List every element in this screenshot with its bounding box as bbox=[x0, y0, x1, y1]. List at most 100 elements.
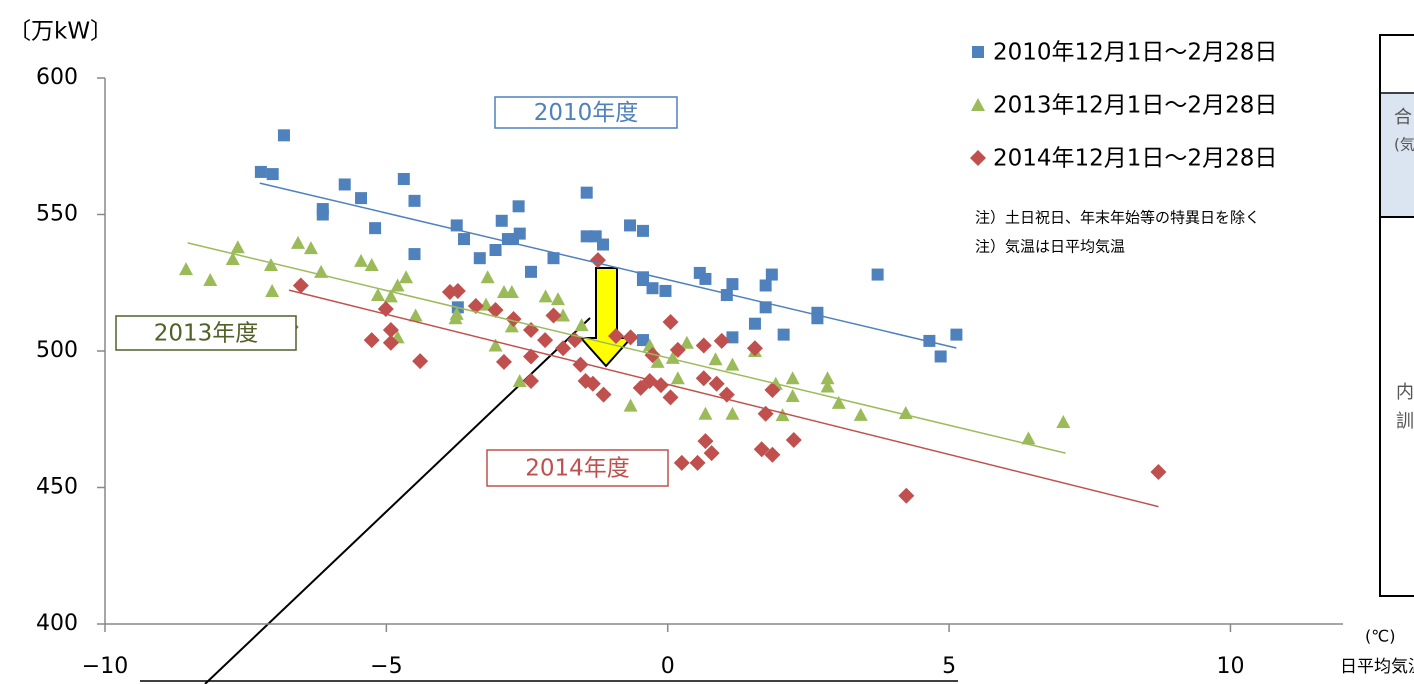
annotation-box bbox=[115, 315, 297, 351]
point bbox=[467, 297, 484, 314]
x-unit-label: (℃) bbox=[1365, 627, 1395, 646]
side-table-text: 内 bbox=[1396, 382, 1414, 403]
legend-label: 2014年12月1日～2月28日 bbox=[993, 146, 1277, 172]
point bbox=[574, 318, 589, 332]
side-table-text: 訓 bbox=[1396, 411, 1414, 432]
point bbox=[556, 308, 571, 322]
point bbox=[408, 248, 421, 261]
y-tick-label: 450 bbox=[36, 475, 78, 500]
point bbox=[489, 243, 502, 256]
point bbox=[595, 386, 612, 403]
side-table-text: 合 bbox=[1394, 107, 1412, 128]
point bbox=[831, 395, 846, 409]
point bbox=[338, 178, 351, 191]
point bbox=[512, 200, 525, 213]
point bbox=[399, 270, 414, 284]
annotation-box bbox=[486, 449, 669, 487]
point bbox=[597, 238, 610, 251]
point bbox=[522, 348, 539, 365]
point bbox=[636, 274, 649, 287]
point bbox=[785, 371, 800, 385]
point bbox=[458, 233, 471, 246]
point bbox=[487, 302, 504, 319]
pointer-line bbox=[204, 317, 591, 684]
point bbox=[408, 308, 423, 322]
point bbox=[363, 332, 380, 349]
point bbox=[748, 317, 761, 330]
point bbox=[670, 371, 685, 385]
point bbox=[408, 194, 421, 207]
point bbox=[370, 288, 385, 302]
point bbox=[512, 374, 527, 388]
point bbox=[785, 389, 800, 403]
point bbox=[708, 352, 723, 366]
point bbox=[708, 375, 725, 392]
point bbox=[265, 283, 280, 297]
point bbox=[449, 306, 464, 320]
point bbox=[495, 353, 512, 370]
point bbox=[699, 272, 712, 285]
point bbox=[545, 307, 562, 324]
point bbox=[636, 224, 649, 237]
point bbox=[354, 253, 369, 267]
point bbox=[713, 332, 730, 349]
point bbox=[504, 319, 519, 333]
trend-line bbox=[259, 182, 957, 349]
point bbox=[1150, 463, 1167, 480]
point bbox=[753, 441, 770, 458]
annotation: 2013年度 bbox=[154, 321, 259, 347]
point bbox=[759, 279, 772, 292]
point bbox=[785, 431, 802, 448]
point bbox=[383, 289, 398, 303]
point bbox=[478, 297, 493, 311]
point bbox=[934, 350, 947, 363]
point bbox=[547, 252, 560, 265]
point bbox=[572, 356, 589, 373]
point bbox=[622, 329, 639, 346]
point bbox=[277, 129, 290, 142]
point bbox=[412, 353, 429, 370]
point bbox=[480, 270, 495, 284]
point bbox=[355, 192, 368, 205]
point bbox=[382, 334, 399, 351]
x-tick-label: 10 bbox=[1216, 654, 1244, 679]
point bbox=[898, 487, 915, 504]
point bbox=[950, 328, 963, 341]
point bbox=[679, 335, 694, 349]
trend-line bbox=[288, 289, 1159, 508]
point bbox=[504, 285, 519, 299]
point bbox=[225, 251, 240, 265]
point bbox=[449, 282, 466, 299]
point bbox=[820, 379, 835, 393]
point bbox=[765, 268, 778, 281]
side-table-cell bbox=[1381, 94, 1414, 216]
point bbox=[1021, 431, 1036, 445]
shift-arrow bbox=[578, 267, 634, 368]
x-tick-label: 0 bbox=[661, 654, 675, 679]
point bbox=[726, 331, 739, 344]
point bbox=[775, 408, 790, 422]
point bbox=[777, 328, 790, 341]
point bbox=[291, 235, 306, 249]
point bbox=[555, 340, 572, 357]
point bbox=[725, 357, 740, 371]
x-tick-label: 5 bbox=[942, 654, 956, 679]
point bbox=[662, 314, 679, 331]
point bbox=[697, 433, 714, 450]
legend-marker bbox=[971, 98, 985, 111]
point bbox=[203, 273, 218, 287]
unit-label: 〔万kW〕 bbox=[8, 19, 113, 45]
legend-marker bbox=[970, 150, 986, 166]
point bbox=[623, 398, 638, 412]
point bbox=[871, 268, 884, 281]
point bbox=[689, 454, 706, 471]
y-tick-label: 550 bbox=[36, 202, 78, 227]
point bbox=[397, 173, 410, 186]
point bbox=[662, 389, 679, 406]
legend-label: 2010年12月1日～2月28日 bbox=[993, 40, 1277, 66]
point bbox=[725, 406, 740, 420]
point bbox=[369, 222, 382, 235]
point bbox=[580, 230, 593, 243]
annotation: 2014年度 bbox=[525, 456, 630, 482]
